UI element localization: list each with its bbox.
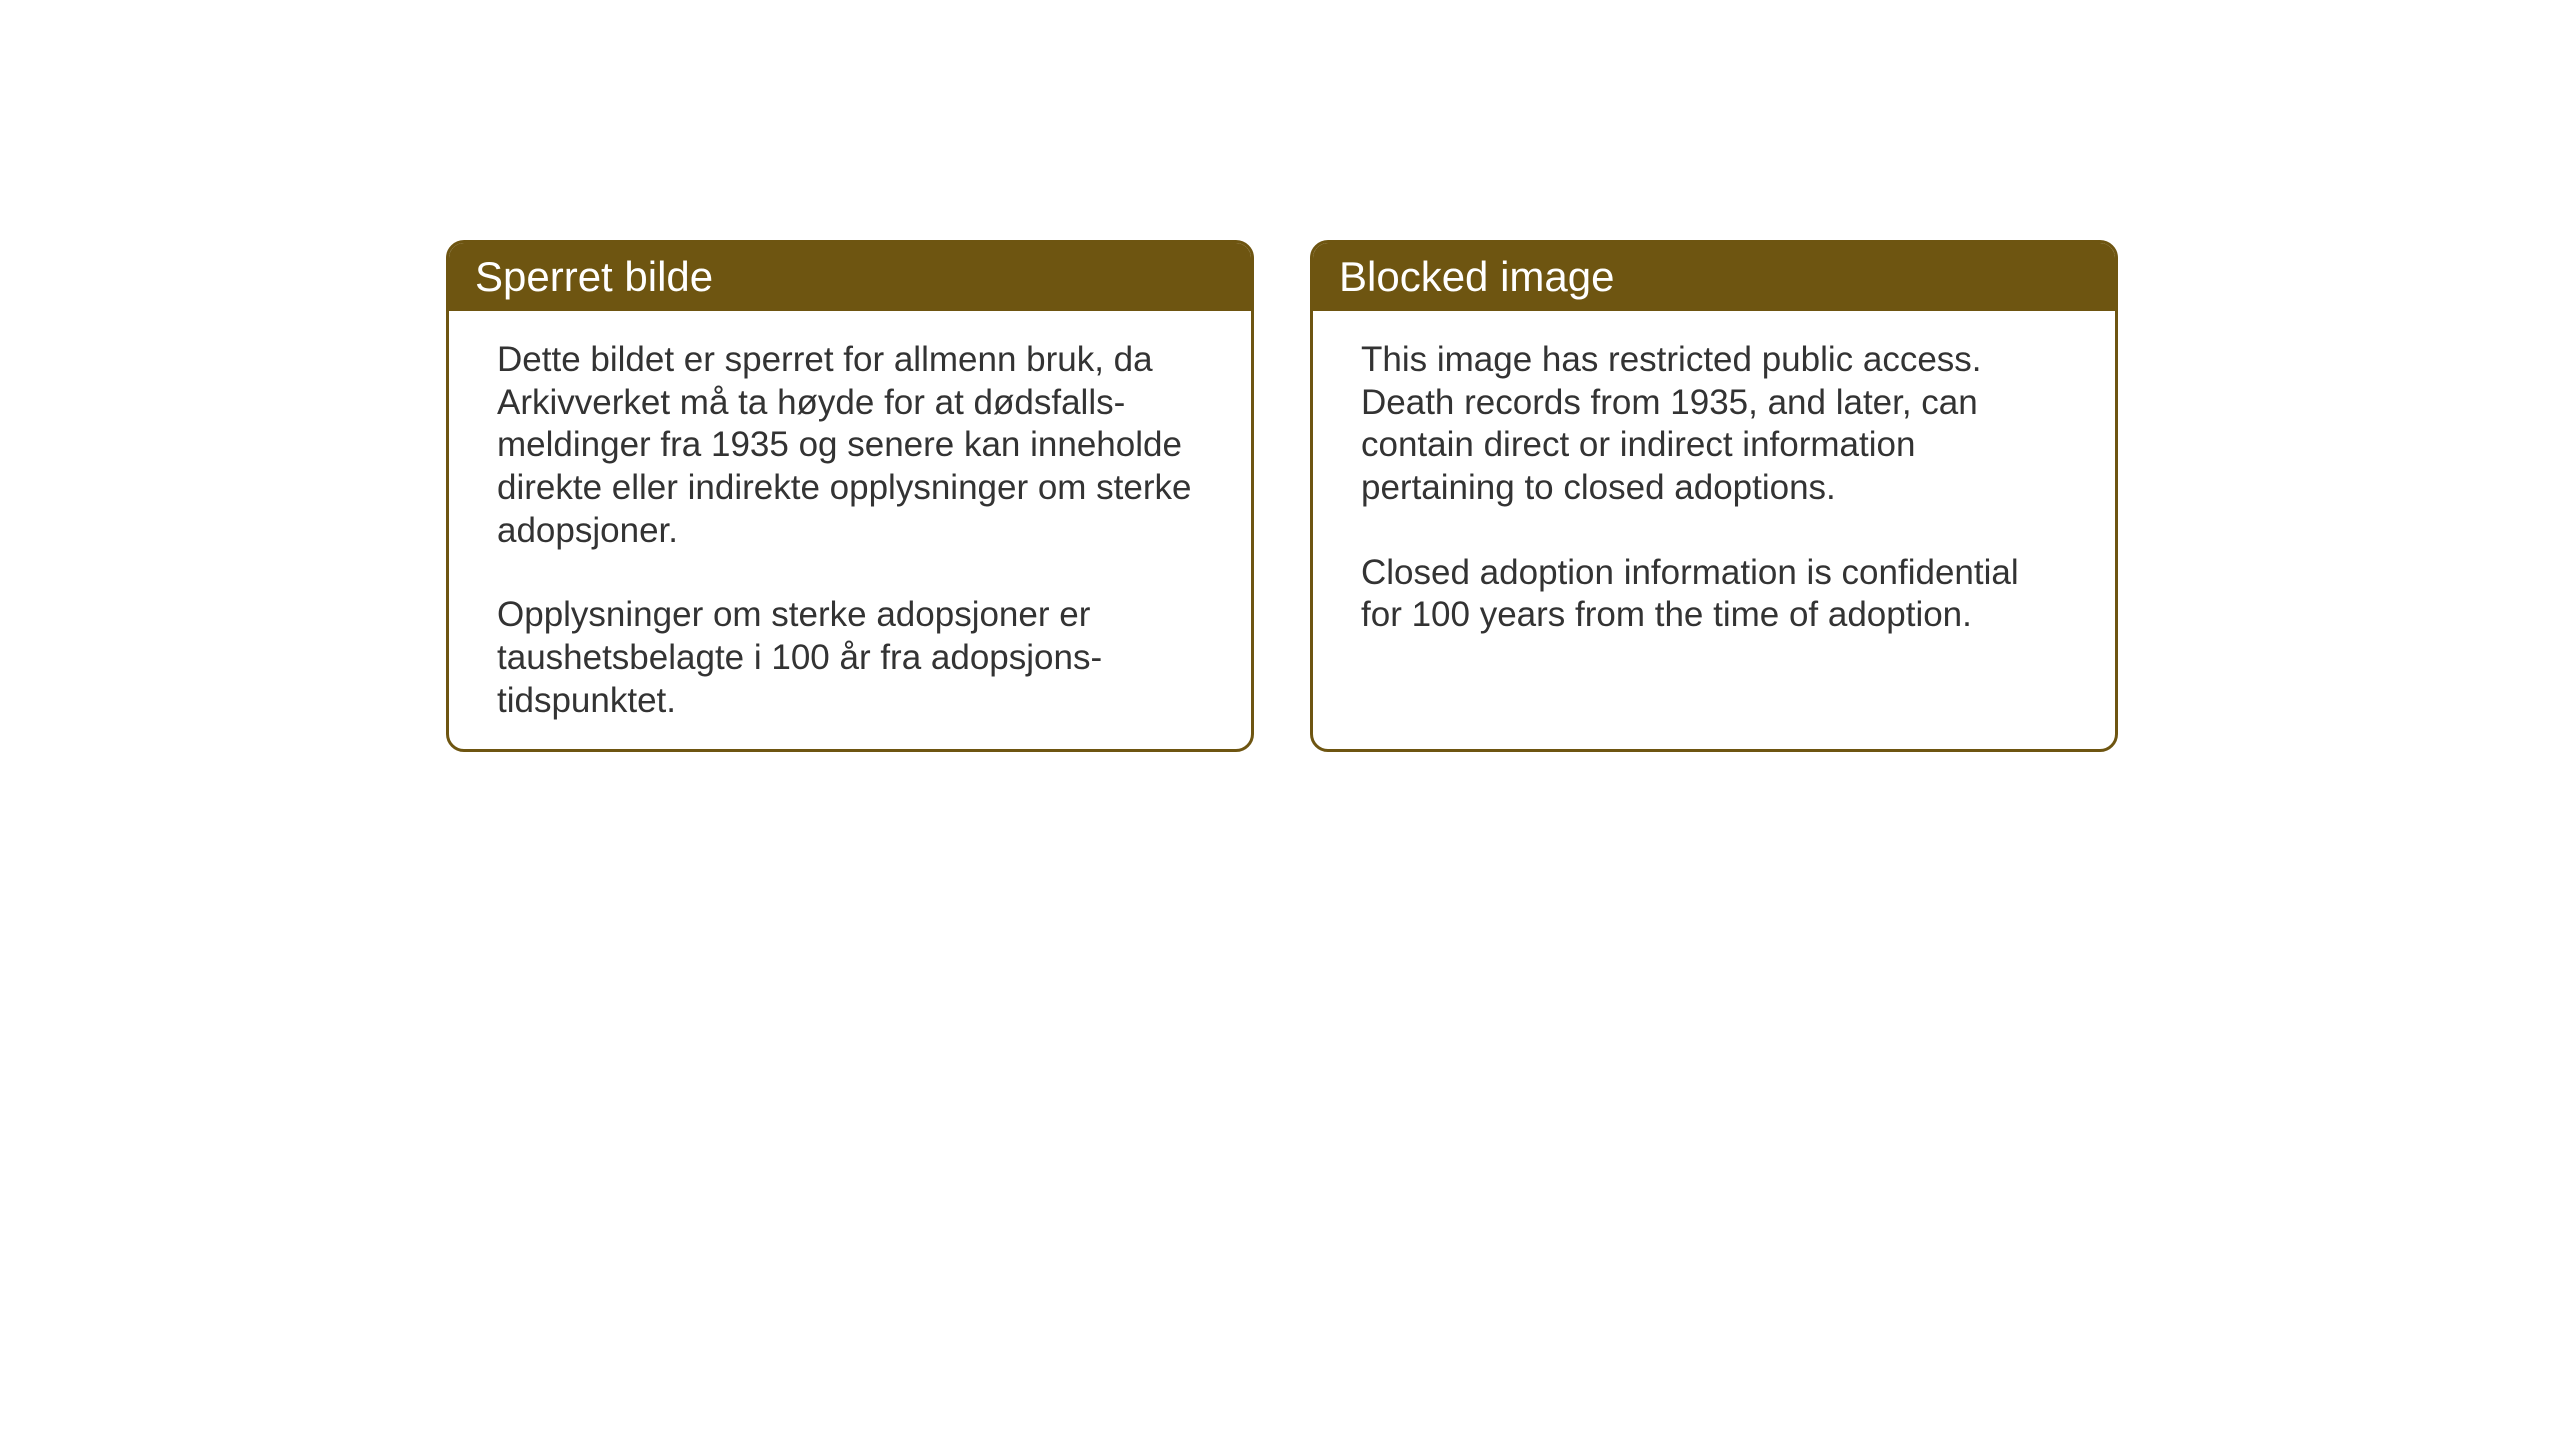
card-body-norwegian: Dette bildet er sperret for allmenn bruk… bbox=[449, 311, 1251, 752]
card-header-norwegian: Sperret bilde bbox=[449, 243, 1251, 311]
notice-container: Sperret bilde Dette bildet er sperret fo… bbox=[446, 240, 2118, 752]
card-paragraph2-norwegian: Opplysninger om sterke adopsjoner er tau… bbox=[497, 594, 1203, 722]
card-title-english: Blocked image bbox=[1339, 253, 1614, 300]
card-paragraph2-english: Closed adoption information is confident… bbox=[1361, 552, 2067, 637]
blocked-image-card-english: Blocked image This image has restricted … bbox=[1310, 240, 2118, 752]
card-header-english: Blocked image bbox=[1313, 243, 2115, 311]
card-paragraph1-english: This image has restricted public access.… bbox=[1361, 339, 2067, 510]
card-title-norwegian: Sperret bilde bbox=[475, 253, 713, 300]
card-paragraph1-norwegian: Dette bildet er sperret for allmenn bruk… bbox=[497, 339, 1203, 552]
card-body-english: This image has restricted public access.… bbox=[1313, 311, 2115, 677]
blocked-image-card-norwegian: Sperret bilde Dette bildet er sperret fo… bbox=[446, 240, 1254, 752]
